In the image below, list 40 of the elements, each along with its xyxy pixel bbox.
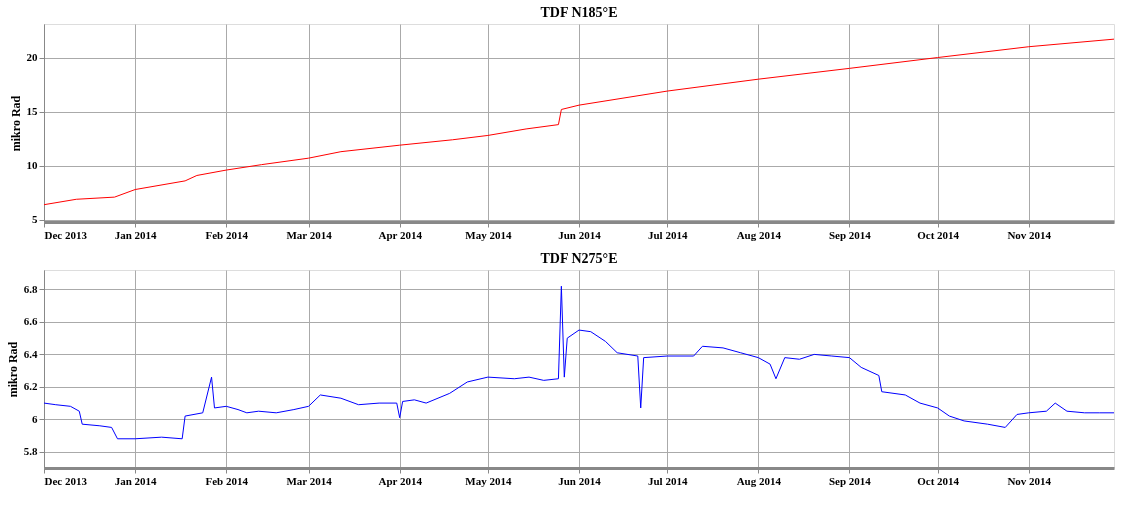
x-tick-label: Jun 2014 — [558, 228, 602, 241]
y-tick-label: 20 — [26, 51, 38, 64]
chart-title: TDF N275°E — [540, 251, 618, 266]
y-tick-label: 6.4 — [23, 347, 38, 360]
y-tick-label: 6 — [32, 412, 38, 425]
x-tick-label: Oct 2014 — [917, 228, 960, 241]
line-series — [44, 285, 1114, 440]
chart-title: TDF N185°E — [540, 5, 618, 20]
x-tick-label: Aug 2014 — [736, 228, 782, 241]
y-tick-label: 5 — [32, 213, 38, 226]
x-tick-label: Sep 2014 — [829, 474, 872, 487]
x-tick-label: Dec 2013 — [44, 228, 88, 241]
x-tick-label: Oct 2014 — [917, 474, 960, 487]
x-tick-label: Apr 2014 — [378, 228, 423, 241]
x-tick-label: Mar 2014 — [286, 474, 333, 487]
y-axis-title: mikro Rad — [8, 95, 23, 152]
y-tick-label: 10 — [26, 159, 38, 172]
y-tick-label: 15 — [26, 105, 38, 118]
x-tick-label: Feb 2014 — [205, 228, 249, 241]
x-tick-label: Jun 2014 — [558, 474, 602, 487]
x-tick-label: Jan 2014 — [114, 474, 158, 487]
x-tick-label: Jul 2014 — [647, 474, 688, 487]
x-tick-label: Jul 2014 — [647, 228, 688, 241]
x-tick-label: Feb 2014 — [205, 474, 249, 487]
x-tick-label: Nov 2014 — [1007, 228, 1052, 241]
x-tick-label: Apr 2014 — [378, 474, 423, 487]
x-tick-label: Dec 2013 — [44, 474, 88, 487]
x-tick-label: Mar 2014 — [286, 228, 333, 241]
y-tick-label: 5.8 — [23, 445, 38, 458]
y-tick-label: 6.2 — [23, 380, 38, 393]
x-tick-label: Sep 2014 — [829, 228, 872, 241]
line-series — [44, 38, 1114, 206]
x-tick-label: May 2014 — [465, 474, 512, 487]
x-tick-label: Aug 2014 — [736, 474, 782, 487]
x-tick-label: Jan 2014 — [114, 228, 158, 241]
y-tick-label: 6.8 — [23, 282, 38, 295]
y-axis-title: mikro Rad — [5, 341, 20, 398]
x-tick-label: Nov 2014 — [1007, 474, 1052, 487]
y-tick-label: 6.6 — [23, 315, 38, 328]
x-tick-label: May 2014 — [465, 228, 512, 241]
